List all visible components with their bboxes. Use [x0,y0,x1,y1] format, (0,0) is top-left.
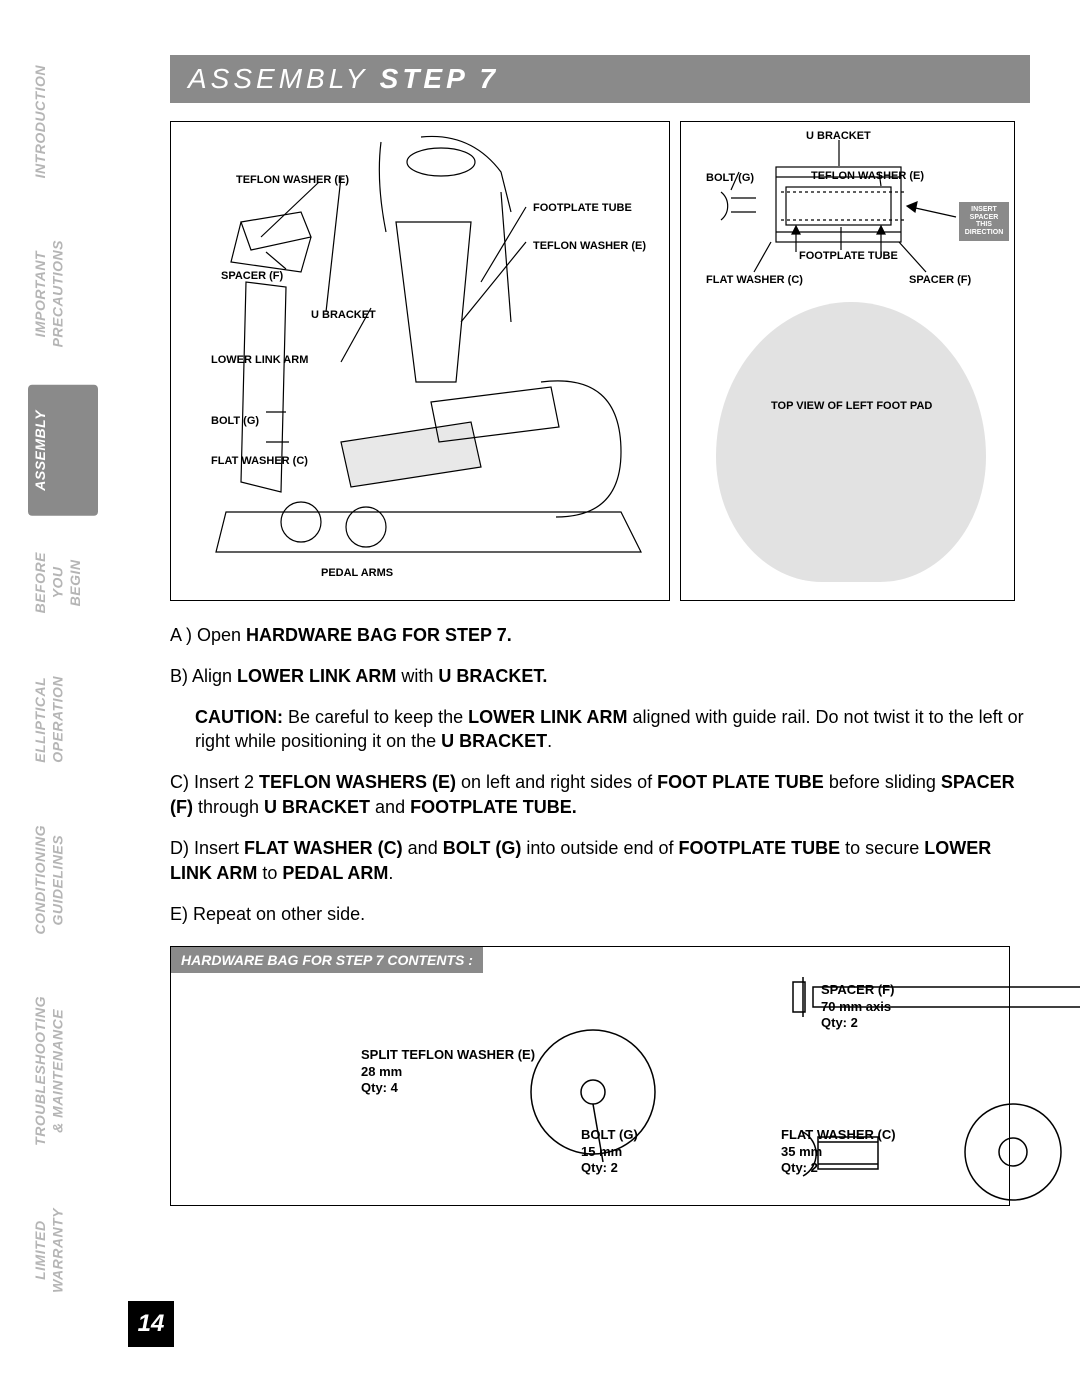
nav-assembly[interactable]: ASSEMBLY [28,385,98,516]
instruction-d: D) Insert FLAT WASHER (C) and BOLT (G) i… [170,836,1030,886]
nav-elliptical-operation[interactable]: ELLIPTICAL OPERATION [28,651,98,788]
nav-warranty[interactable]: LIMITED WARRANTY [28,1183,98,1318]
hw-label-washer-e: SPLIT TEFLON WASHER (E) 28 mm Qty: 4 [361,1047,535,1096]
hardware-bag-title: HARDWARE BAG FOR STEP 7 CONTENTS : [171,947,483,973]
instruction-b: B) Align LOWER LINK ARM with U BRACKET. [170,664,1030,689]
side-label-spacer-f: SPACER (F) [909,274,971,286]
side-callout-insert-direction: INSERT SPACER THIS DIRECTION [959,202,1009,241]
title-bold: STEP 7 [380,63,499,94]
side-label-u-bracket: U BRACKET [806,130,871,142]
label-teflon-washer-e: TEFLON WASHER (E) [236,174,349,186]
nav-before-begin[interactable]: BEFORE YOU BEGIN [28,527,98,638]
diagram-main: TEFLON WASHER (E) SPACER (F) U BRACKET L… [170,121,670,601]
label-teflon-washer-e-2: TEFLON WASHER (E) [533,240,646,252]
side-label-flat-washer-c: FLAT WASHER (C) [706,274,803,286]
hw-label-spacer-f: SPACER (F) 70 mm axis Qty: 2 [821,982,894,1031]
title-thin: ASSEMBLY [188,63,380,94]
page-title-bar: ASSEMBLY STEP 7 [170,55,1030,103]
nav-troubleshooting[interactable]: TROUBLESHOOTING & MAINTENANCE [28,971,98,1171]
instruction-list: A ) Open HARDWARE BAG FOR STEP 7. B) Ali… [170,623,1030,926]
sidebar-nav: INTRODUCTION IMPORTANT PRECAUTIONS ASSEM… [28,40,98,1270]
label-footplate-tube: FOOTPLATE TUBE [533,202,632,214]
page-content: ASSEMBLY STEP 7 [170,55,1030,1206]
label-pedal-arms: PEDAL ARMS [321,567,393,579]
label-bolt-g: BOLT (G) [211,415,259,427]
instruction-c: C) Insert 2 TEFLON WASHERS (E) on left a… [170,770,1030,820]
hw-label-flat-washer-c: FLAT WASHER (C) 35 mm Qty: 2 [781,1127,896,1176]
label-u-bracket: U BRACKET [311,309,376,321]
label-spacer-f: SPACER (F) [221,270,283,282]
instruction-e: E) Repeat on other side. [170,902,1030,927]
diagram-side: U BRACKET BOLT (G) TEFLON WASHER (E) FOO… [680,121,1015,601]
side-label-teflon-washer-e: TEFLON WASHER (E) [811,170,924,182]
instruction-caution: CAUTION: Be careful to keep the LOWER LI… [170,705,1030,755]
side-line-art [681,122,1016,602]
label-lower-link-arm: LOWER LINK ARM [211,354,308,366]
side-label-top-view: TOP VIEW OF LEFT FOOT PAD [771,400,932,412]
label-flat-washer-c: FLAT WASHER (C) [211,455,308,467]
nav-precautions[interactable]: IMPORTANT PRECAUTIONS [28,215,98,372]
hw-label-bolt-g: BOLT (G) 15 mm Qty: 2 [581,1127,638,1176]
hardware-bag-box: HARDWARE BAG FOR STEP 7 CONTENTS : [170,946,1010,1206]
page-number: 14 [128,1301,174,1347]
side-label-footplate-tube: FOOTPLATE TUBE [799,250,898,262]
nav-introduction[interactable]: INTRODUCTION [28,40,98,203]
nav-conditioning[interactable]: CONDITIONING GUIDELINES [28,800,98,959]
side-label-bolt-g: BOLT (G) [706,172,754,184]
instruction-a: A ) Open HARDWARE BAG FOR STEP 7. [170,623,1030,648]
